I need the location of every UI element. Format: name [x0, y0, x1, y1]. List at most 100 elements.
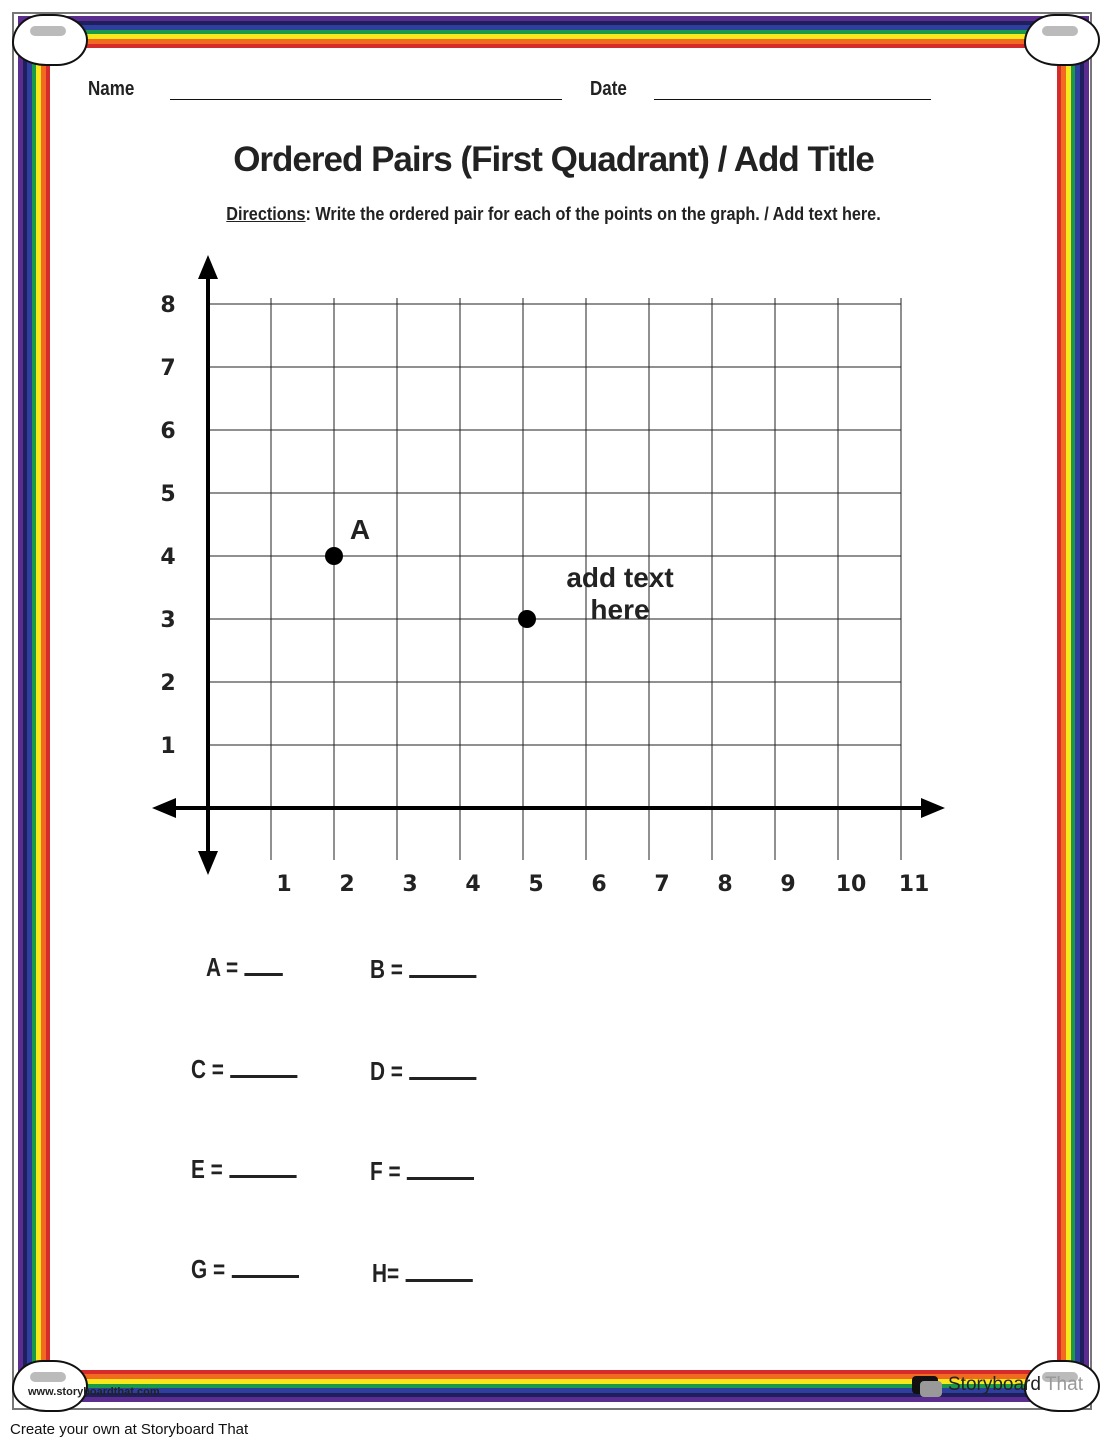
- answer-label: A =: [206, 952, 239, 982]
- directions-text: : Write the ordered pair for each of the…: [305, 204, 881, 224]
- border-stripe-right: [1084, 16, 1089, 1402]
- answer-blank[interactable]: [230, 1075, 298, 1078]
- answer-e: E =: [191, 1154, 297, 1185]
- y-tick-label: 1: [160, 734, 175, 759]
- border-stripe-top: [27, 25, 1080, 30]
- x-tick-label: 4: [465, 872, 480, 897]
- border-stripe-right: [1079, 20, 1085, 1398]
- answer-h: H=: [372, 1258, 473, 1289]
- border-stripe-bottom: [27, 1388, 1080, 1393]
- footer-text: Create your own at Storyboard That: [10, 1421, 249, 1438]
- answer-label: H=: [372, 1258, 400, 1288]
- answer-label: F =: [370, 1156, 401, 1186]
- date-label: Date: [590, 78, 627, 100]
- cloud-icon: [1024, 14, 1100, 66]
- answer-f: F =: [370, 1156, 475, 1187]
- x-tick-label: 7: [654, 872, 669, 897]
- answer-label: D =: [370, 1056, 403, 1086]
- date-field[interactable]: [654, 99, 931, 100]
- border-stripe-top: [41, 39, 1066, 44]
- point-label: add text: [566, 562, 673, 593]
- answer-a: A =: [206, 952, 283, 983]
- border-stripe-right: [1070, 29, 1076, 1389]
- border-stripe-bottom: [22, 1392, 1085, 1398]
- x-tick-label: 6: [591, 872, 606, 897]
- storyboardthat-logo: Storyboard That: [912, 1374, 1083, 1397]
- border-stripe-right: [1056, 43, 1062, 1375]
- border-stripe-left: [41, 39, 46, 1379]
- directions: Directions: Write the ordered pair for e…: [55, 204, 1051, 225]
- border-stripe-right: [1061, 39, 1066, 1379]
- border-stripe-right: [1075, 25, 1080, 1393]
- border-stripe-left: [22, 20, 28, 1398]
- border-stripe-left: [36, 34, 41, 1384]
- x-tick-label: 2: [339, 872, 354, 897]
- border-stripe-left: [18, 16, 23, 1402]
- x-tick-label: 10: [836, 872, 867, 897]
- answer-blank[interactable]: [409, 1077, 477, 1080]
- x-axis-arrow-right-icon: [921, 798, 945, 818]
- data-point: [518, 610, 536, 628]
- y-tick-label: 3: [160, 608, 175, 633]
- border-stripe-top: [18, 16, 1089, 21]
- answer-label: G =: [191, 1254, 226, 1284]
- border-stripe-bottom: [18, 1397, 1089, 1402]
- border-stripe-bottom: [45, 1369, 1062, 1375]
- border-stripe-left: [45, 43, 51, 1375]
- x-tick-label: 11: [899, 872, 930, 897]
- logo-text-1: Storyboard: [948, 1374, 1041, 1395]
- border-stripe-top: [45, 43, 1062, 49]
- answer-label: C =: [191, 1054, 224, 1084]
- border-stripe-bottom: [41, 1374, 1066, 1379]
- answer-label: E =: [191, 1154, 223, 1184]
- border-stripe-right: [1066, 34, 1071, 1384]
- data-point: [325, 547, 343, 565]
- border-stripe-left: [27, 25, 32, 1393]
- answer-b: B =: [370, 954, 477, 985]
- cloud-icon: [12, 1360, 88, 1412]
- border-stripe-top: [36, 34, 1071, 39]
- answer-g: G =: [191, 1254, 299, 1285]
- watermark: www.storyboardthat.com: [28, 1386, 160, 1398]
- border-stripe-bottom: [36, 1379, 1071, 1384]
- border-stripe-top: [31, 29, 1076, 35]
- y-tick-label: 6: [160, 419, 175, 444]
- page-frame: [12, 12, 1092, 1410]
- y-tick-label: 5: [160, 482, 175, 507]
- answer-blank[interactable]: [409, 975, 477, 978]
- answer-blank[interactable]: [231, 1275, 299, 1278]
- answer-blank[interactable]: [244, 973, 283, 976]
- answer-c: C =: [191, 1054, 298, 1085]
- name-field[interactable]: [170, 99, 562, 100]
- y-tick-label: 8: [160, 293, 175, 318]
- answer-blank[interactable]: [229, 1175, 297, 1178]
- x-tick-label: 3: [402, 872, 417, 897]
- border-stripe-top: [22, 20, 1085, 26]
- border-stripe-bottom: [31, 1383, 1076, 1389]
- x-tick-label: 5: [528, 872, 543, 897]
- border-stripe-left: [31, 29, 37, 1389]
- y-tick-label: 2: [160, 671, 175, 696]
- point-label: here: [590, 594, 649, 625]
- x-tick-label: 8: [717, 872, 732, 897]
- speech-bubble-icon: [912, 1376, 942, 1397]
- x-tick-label: 1: [276, 872, 291, 897]
- y-tick-label: 7: [160, 356, 175, 381]
- page-title: Ordered Pairs (First Quadrant) / Add Tit…: [233, 140, 875, 179]
- answer-blank[interactable]: [405, 1279, 473, 1282]
- directions-label: Directions: [226, 204, 306, 224]
- y-axis-arrow-down-icon: [198, 851, 218, 875]
- y-axis-arrow-up-icon: [198, 255, 218, 279]
- cloud-icon: [12, 14, 88, 66]
- x-axis-arrow-left-icon: [152, 798, 176, 818]
- y-tick-label: 4: [160, 545, 175, 570]
- cloud-icon: [1024, 1360, 1100, 1412]
- x-tick-label: 9: [780, 872, 795, 897]
- point-label: A: [350, 514, 370, 545]
- logo-text-2: That: [1044, 1374, 1083, 1395]
- answer-blank[interactable]: [407, 1177, 475, 1180]
- answer-label: B =: [370, 954, 403, 984]
- name-label: Name: [88, 78, 135, 100]
- answer-d: D =: [370, 1056, 477, 1087]
